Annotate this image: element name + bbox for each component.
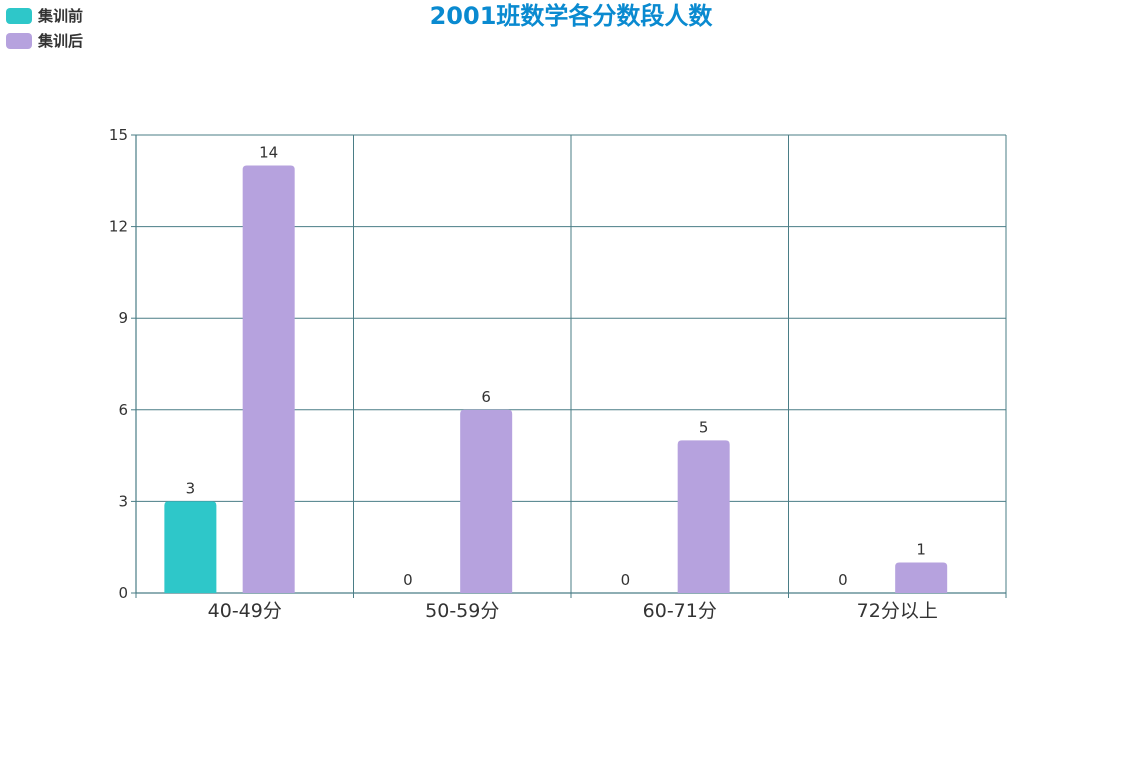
legend-swatch-after [6, 32, 32, 49]
legend-item-after[interactable]: 集训后 [6, 28, 83, 53]
y-tick-label: 0 [118, 584, 128, 602]
bar-after [677, 440, 730, 593]
bar-after [895, 562, 948, 593]
legend-label-after: 集训后 [38, 32, 84, 50]
y-tick-label: 9 [118, 309, 128, 327]
legend-item-before[interactable]: 集训前 [6, 3, 83, 28]
bar-before [164, 501, 217, 593]
y-tick-label: 15 [109, 126, 128, 144]
legend-label-before: 集训前 [38, 7, 84, 25]
y-tick-label: 12 [109, 218, 128, 236]
x-category-label: 72分以上 [857, 600, 938, 622]
data-label: 14 [259, 144, 278, 162]
bar-after [242, 165, 295, 594]
data-label: 5 [699, 418, 709, 436]
x-category-label: 40-49分 [208, 600, 282, 622]
data-label: 0 [403, 571, 413, 589]
y-tick-label: 6 [118, 401, 128, 419]
data-label: 3 [186, 479, 196, 497]
bar-after [460, 409, 513, 593]
data-label: 0 [621, 571, 631, 589]
x-category-label: 60-71分 [643, 600, 717, 622]
legend-swatch-before [6, 7, 32, 24]
legend: 集训前 集训后 [6, 3, 83, 53]
x-category-label: 50-59分 [425, 600, 499, 622]
data-label: 1 [916, 540, 926, 558]
data-label: 0 [838, 571, 848, 589]
data-label: 6 [481, 388, 491, 406]
y-tick-label: 3 [118, 492, 128, 510]
chart-title: 2001班数学各分数段人数 [429, 2, 713, 30]
